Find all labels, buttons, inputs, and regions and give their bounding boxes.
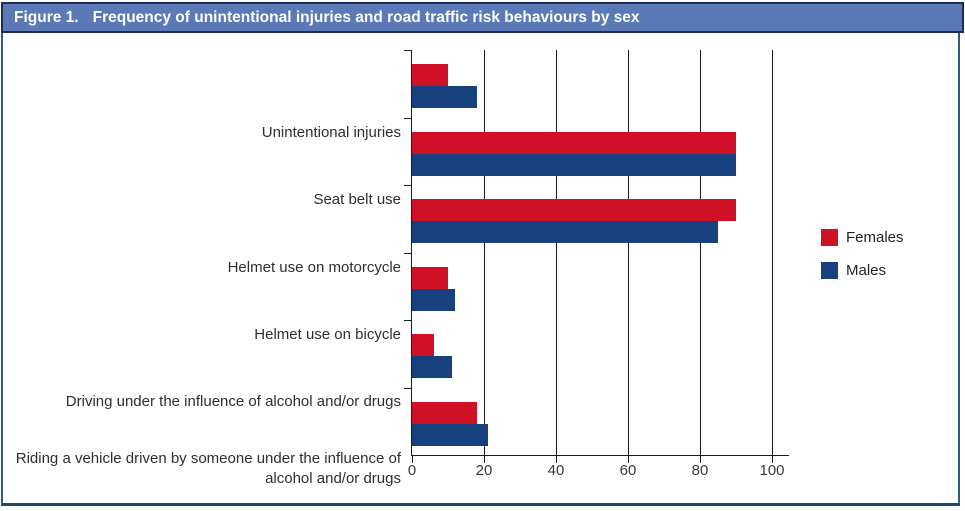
bar-females-unintentional-injuries xyxy=(412,64,448,86)
x-tick xyxy=(484,456,486,463)
bar-males-helmet-motorcycle xyxy=(412,221,718,243)
gridline-80 xyxy=(700,50,702,455)
x-tick xyxy=(700,456,702,463)
x-tick xyxy=(412,456,414,463)
y-tick xyxy=(404,252,411,254)
y-tick xyxy=(404,50,411,52)
females-swatch-icon xyxy=(821,229,838,246)
x-tick-label: 20 xyxy=(475,462,493,479)
gridline-40 xyxy=(556,50,558,455)
y-tick xyxy=(404,387,411,389)
y-tick xyxy=(404,117,411,119)
bar-females-driving-under-influence xyxy=(412,334,434,356)
gridline-60 xyxy=(628,50,630,455)
bar-group-seat-belt-use xyxy=(412,118,789,186)
bar-males-seat-belt-use xyxy=(412,153,736,176)
x-tick-label: 40 xyxy=(547,462,565,479)
category-label: Helmet use on motorcycle xyxy=(227,258,401,276)
bar-females-riding-with-impaired-driver xyxy=(412,401,477,424)
figure-header: Figure 1. Frequency of unintentional inj… xyxy=(1,2,964,33)
bar-group-helmet-motorcycle xyxy=(412,185,789,253)
x-tick xyxy=(556,456,558,463)
bar-males-driving-under-influence xyxy=(412,356,452,378)
bar-males-helmet-bicycle xyxy=(412,288,456,311)
legend-label-females: Females xyxy=(846,229,904,246)
gridline-20 xyxy=(484,50,486,455)
males-swatch-icon xyxy=(821,262,838,279)
bar-group-riding-with-impaired-driver xyxy=(412,388,789,456)
x-tick-label: 80 xyxy=(691,462,709,479)
figure-number-label: Figure 1. xyxy=(14,8,79,26)
legend-item-females: Females xyxy=(821,229,904,246)
bar-males-riding-with-impaired-driver xyxy=(412,423,488,446)
bar-males-unintentional-injuries xyxy=(412,86,477,108)
y-tick xyxy=(404,320,411,322)
category-label: Unintentional injuries xyxy=(261,123,401,141)
bar-females-helmet-bicycle xyxy=(412,266,448,289)
gridline-100 xyxy=(772,50,774,455)
x-tick xyxy=(772,456,774,463)
bar-group-driving-under-influence xyxy=(412,320,789,388)
x-tick xyxy=(628,456,630,463)
category-label: Helmet use on bicycle xyxy=(254,325,401,343)
figure-title: Frequency of unintentional injuries and … xyxy=(92,8,640,26)
x-tick-label: 60 xyxy=(619,462,637,479)
plot-area: 0 20 40 60 80 100 xyxy=(404,50,789,479)
bar-group-unintentional-injuries xyxy=(412,50,789,118)
x-tick-label: 0 xyxy=(407,462,417,479)
bar-females-seat-belt-use xyxy=(412,131,736,154)
legend: Females Males xyxy=(821,229,904,295)
legend-item-males: Males xyxy=(821,262,904,279)
legend-label-males: Males xyxy=(846,262,887,279)
x-tick-label: 100 xyxy=(759,462,785,479)
bar-females-helmet-motorcycle xyxy=(412,199,736,221)
category-label: Riding a vehicle driven by someone under… xyxy=(15,449,401,487)
category-label: Seat belt use xyxy=(313,190,401,208)
category-label: Driving under the influence of alcohol a… xyxy=(65,392,401,410)
y-tick xyxy=(404,185,411,187)
bar-group-helmet-bicycle xyxy=(412,253,789,321)
